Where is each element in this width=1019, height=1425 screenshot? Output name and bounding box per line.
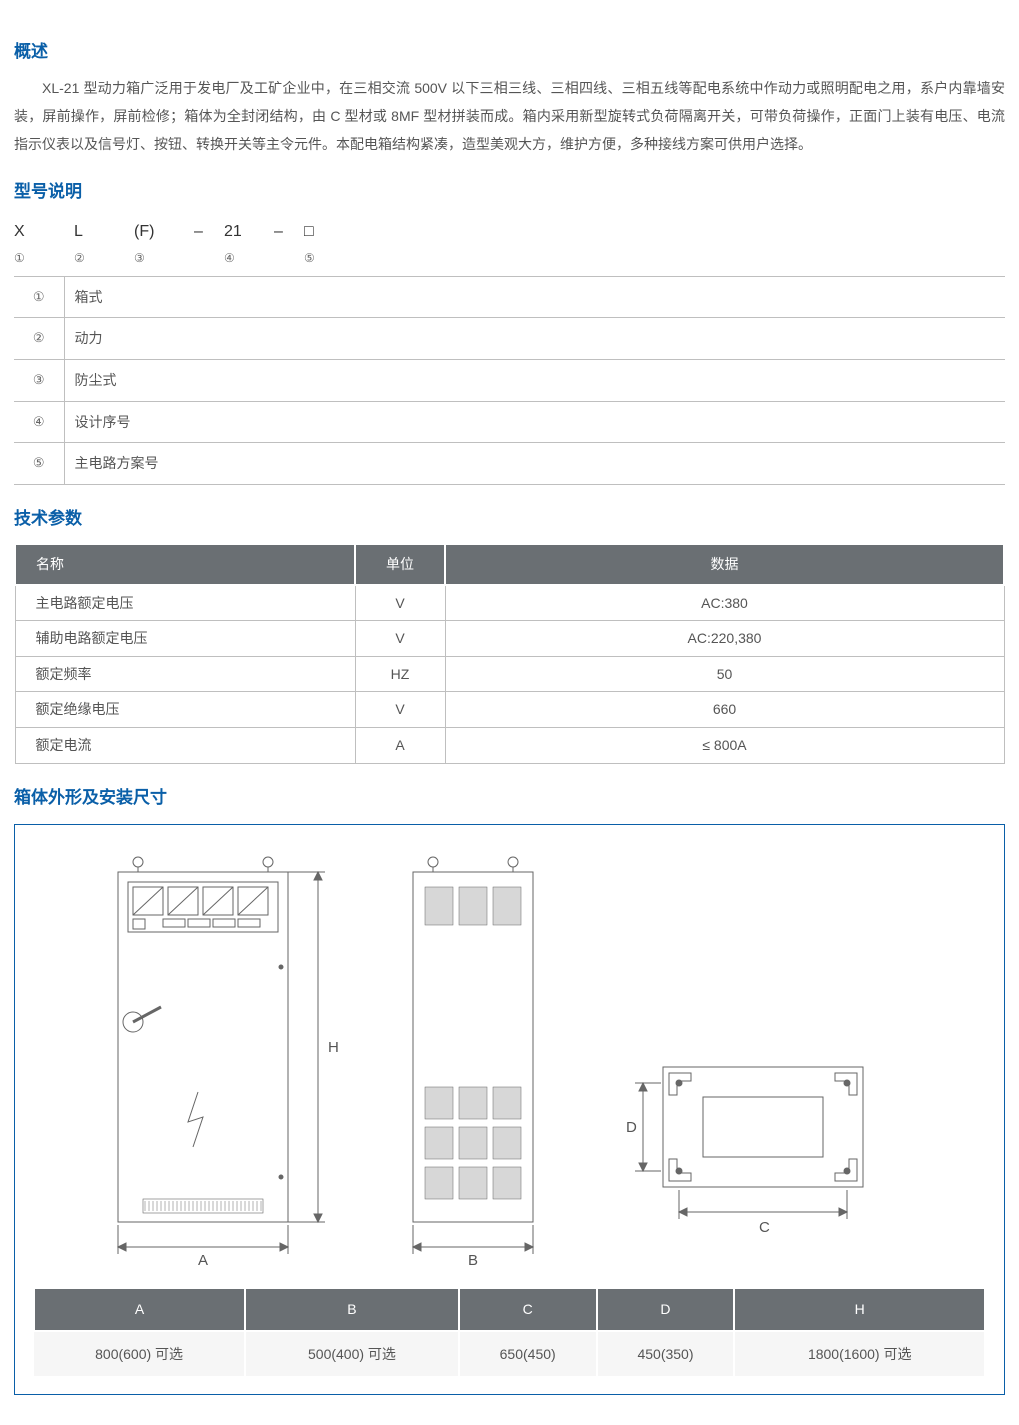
model-table: ① 箱式 ② 动力 ③ 防尘式 ④ 设计序号 ⑤ 主电路方案号 [14, 276, 1005, 485]
model-row-num: ② [14, 318, 64, 360]
dim-label-h: H [328, 1039, 339, 1056]
dim-header: B [245, 1288, 459, 1331]
dim-label-c: C [759, 1219, 770, 1236]
model-title: 型号说明 [14, 176, 1005, 208]
table-row: ③ 防尘式 [14, 359, 1005, 401]
dim-header: D [597, 1288, 735, 1331]
model-row-num: ④ [14, 401, 64, 443]
dim-header: C [459, 1288, 597, 1331]
model-code-4: 21 [224, 217, 274, 247]
tech-name: 额定绝缘电压 [15, 692, 355, 728]
model-row-desc: 防尘式 [64, 359, 1005, 401]
tech-data: 660 [445, 692, 1004, 728]
model-code-6: □ [304, 217, 344, 247]
diagram-row: H A [33, 847, 986, 1267]
table-row: ⑤ 主电路方案号 [14, 443, 1005, 485]
tech-unit: V [355, 585, 445, 621]
model-code-5: – [274, 217, 304, 247]
tech-data: ≤ 800A [445, 728, 1004, 764]
tech-name: 额定频率 [15, 656, 355, 692]
top-view-diagram: D C [623, 1037, 903, 1267]
dimensions-title: 箱体外形及安装尺寸 [14, 782, 1005, 814]
diagram-container: H A [14, 824, 1005, 1395]
tech-unit: V [355, 621, 445, 657]
table-row: 辅助电路额定电压 V AC:220,380 [15, 621, 1004, 657]
table-row: 额定频率 HZ 50 [15, 656, 1004, 692]
tech-unit: HZ [355, 656, 445, 692]
model-idx-3 [194, 247, 224, 270]
tech-name: 额定电流 [15, 728, 355, 764]
table-row: ② 动力 [14, 318, 1005, 360]
table-row: 额定绝缘电压 V 660 [15, 692, 1004, 728]
dim-cell: 1800(1600) 可选 [734, 1331, 985, 1377]
model-idx-4: ④ [224, 247, 274, 270]
table-row: 800(600) 可选 500(400) 可选 650(450) 450(350… [34, 1331, 985, 1377]
table-row: 额定电流 A ≤ 800A [15, 728, 1004, 764]
model-code-line: X L (F) – 21 – □ ① ② ③ ④ ⑤ [14, 217, 1005, 270]
dim-label-a: A [198, 1252, 208, 1267]
tech-data: AC:380 [445, 585, 1004, 621]
tech-data: 50 [445, 656, 1004, 692]
model-idx-5 [274, 247, 304, 270]
tech-table: 名称 单位 数据 主电路额定电压 V AC:380 辅助电路额定电压 V AC:… [14, 543, 1005, 764]
model-code-0: X [14, 217, 74, 247]
model-row-num: ⑤ [14, 443, 64, 485]
model-row-num: ① [14, 276, 64, 318]
dim-cell: 650(450) [459, 1331, 597, 1377]
overview-title: 概述 [14, 36, 1005, 68]
dim-cell: 800(600) 可选 [34, 1331, 245, 1377]
model-idx-6: ⑤ [304, 247, 344, 270]
dim-cell: 500(400) 可选 [245, 1331, 459, 1377]
model-row-desc: 设计序号 [64, 401, 1005, 443]
tech-name: 主电路额定电压 [15, 585, 355, 621]
table-row: 主电路额定电压 V AC:380 [15, 585, 1004, 621]
tech-name: 辅助电路额定电压 [15, 621, 355, 657]
tech-header-unit: 单位 [355, 544, 445, 585]
model-idx-2: ③ [134, 247, 194, 270]
model-idx-0: ① [14, 247, 74, 270]
model-row-num: ③ [14, 359, 64, 401]
model-code-2: (F) [134, 217, 194, 247]
tech-unit: V [355, 692, 445, 728]
tech-unit: A [355, 728, 445, 764]
model-row-desc: 动力 [64, 318, 1005, 360]
dimension-table: A B C D H 800(600) 可选 500(400) 可选 650(45… [33, 1287, 986, 1376]
tech-header-name: 名称 [15, 544, 355, 585]
tech-title: 技术参数 [14, 503, 1005, 535]
table-row: ① 箱式 [14, 276, 1005, 318]
dim-header: A [34, 1288, 245, 1331]
overview-text: XL-21 型动力箱广泛用于发电厂及工矿企业中，在三相交流 500V 以下三相三… [14, 74, 1005, 158]
side-view-diagram: B [403, 847, 573, 1267]
table-header-row: 名称 单位 数据 [15, 544, 1004, 585]
front-view-diagram: H A [103, 847, 353, 1267]
model-row-desc: 主电路方案号 [64, 443, 1005, 485]
table-header-row: A B C D H [34, 1288, 985, 1331]
tech-header-data: 数据 [445, 544, 1004, 585]
model-code-3: – [194, 217, 224, 247]
tech-data: AC:220,380 [445, 621, 1004, 657]
dim-label-b: B [468, 1252, 478, 1267]
dim-header: H [734, 1288, 985, 1331]
dim-cell: 450(350) [597, 1331, 735, 1377]
table-row: ④ 设计序号 [14, 401, 1005, 443]
model-idx-1: ② [74, 247, 134, 270]
model-code-1: L [74, 217, 134, 247]
dim-label-d: D [626, 1119, 637, 1136]
model-row-desc: 箱式 [64, 276, 1005, 318]
